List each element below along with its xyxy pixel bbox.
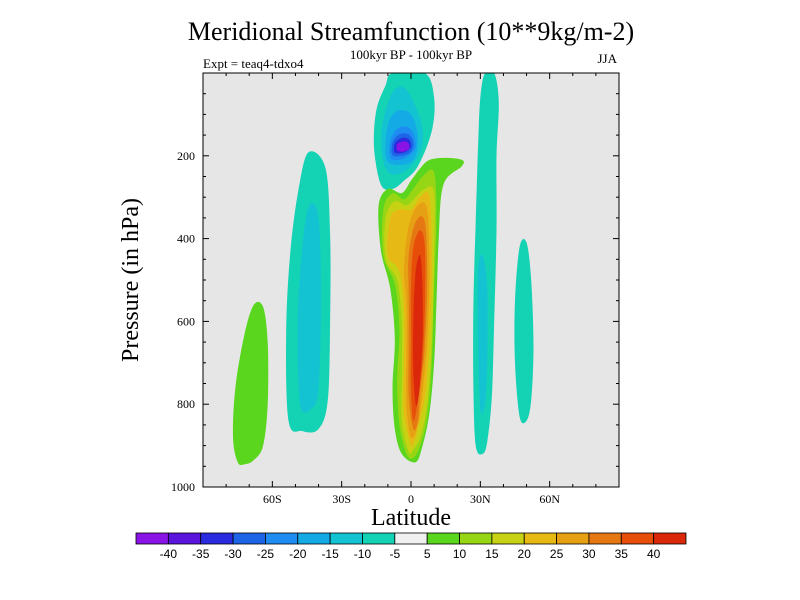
y-tick-label: 600 xyxy=(177,314,195,328)
colorbar-label: -30 xyxy=(224,547,242,561)
contour-fills xyxy=(232,73,534,465)
x-tick-label: 30N xyxy=(470,492,491,506)
experiment-label: Expt = teaq4-tdxo4 xyxy=(203,56,304,71)
x-tick-label: 0 xyxy=(408,492,414,506)
colorbar-label: -35 xyxy=(192,547,210,561)
season-label: JJA xyxy=(597,51,617,66)
colorbar-swatch xyxy=(653,532,687,545)
colorbar-label: -15 xyxy=(321,547,339,561)
x-tick-label: 60S xyxy=(263,492,282,506)
contour-upper-negative-core xyxy=(396,141,410,152)
contour-nh-negative-core xyxy=(477,254,488,414)
contour-nh-outer-negative xyxy=(514,238,534,424)
chart-subtitle: 100kyr BP - 100kyr BP xyxy=(350,47,472,62)
y-tick-label: 800 xyxy=(177,397,195,411)
y-axis-label: Pressure (in hPa) xyxy=(118,198,144,362)
x-axis-ticks: 60S 30S 0 30N 60N xyxy=(202,73,620,506)
colorbar: -40 -35 -30 -25 -20 -15 -10 -5 5 10 15 20 25 30 35 40 xyxy=(135,532,687,561)
x-tick-label: 60N xyxy=(539,492,560,506)
y-tick-label: 200 xyxy=(177,149,195,163)
colorbar-label: -5 xyxy=(389,547,400,561)
colorbar-label: -20 xyxy=(289,547,307,561)
colorbar-swatch xyxy=(297,532,331,545)
chart-title: Meridional Streamfunction (10**9kg/m-2) xyxy=(188,17,634,46)
colorbar-swatch xyxy=(523,532,557,545)
colorbar-swatch xyxy=(232,532,266,545)
colorbar-label: 40 xyxy=(647,547,661,561)
colorbar-label: 25 xyxy=(550,547,564,561)
y-tick-label: 400 xyxy=(177,232,195,246)
colorbar-swatch xyxy=(265,532,299,545)
colorbar-label: -25 xyxy=(257,547,275,561)
colorbar-swatch xyxy=(459,532,493,545)
colorbar-label: 20 xyxy=(518,547,532,561)
colorbar-label: 35 xyxy=(615,547,629,561)
colorbar-label: 5 xyxy=(424,547,431,561)
colorbar-swatch xyxy=(426,532,460,545)
colorbar-swatch xyxy=(362,532,396,545)
colorbar-label: 15 xyxy=(485,547,499,561)
y-axis-ticks: 200 400 600 800 1000 xyxy=(171,72,619,494)
colorbar-swatch xyxy=(620,532,655,545)
y-tick-label: 1000 xyxy=(171,480,195,494)
contour-sh-positive-cell xyxy=(232,301,269,465)
colorbar-label: -40 xyxy=(160,547,178,561)
colorbar-swatch xyxy=(167,532,202,545)
x-axis-label: Latitude xyxy=(371,505,451,531)
contour-tropical-positive-peak xyxy=(413,254,423,407)
colorbar-label: -10 xyxy=(354,547,372,561)
colorbar-swatch xyxy=(556,532,590,545)
x-tick-label: 30S xyxy=(332,492,351,506)
colorbar-swatch xyxy=(135,532,169,545)
colorbar-swatch xyxy=(588,532,622,545)
colorbar-swatch xyxy=(491,532,525,545)
colorbar-swatch xyxy=(200,532,234,545)
colorbar-swatch xyxy=(394,532,428,545)
colorbar-label: 30 xyxy=(582,547,596,561)
colorbar-swatch xyxy=(329,532,363,545)
colorbar-label: 10 xyxy=(453,547,467,561)
contour-sh-negative-core xyxy=(297,203,321,413)
